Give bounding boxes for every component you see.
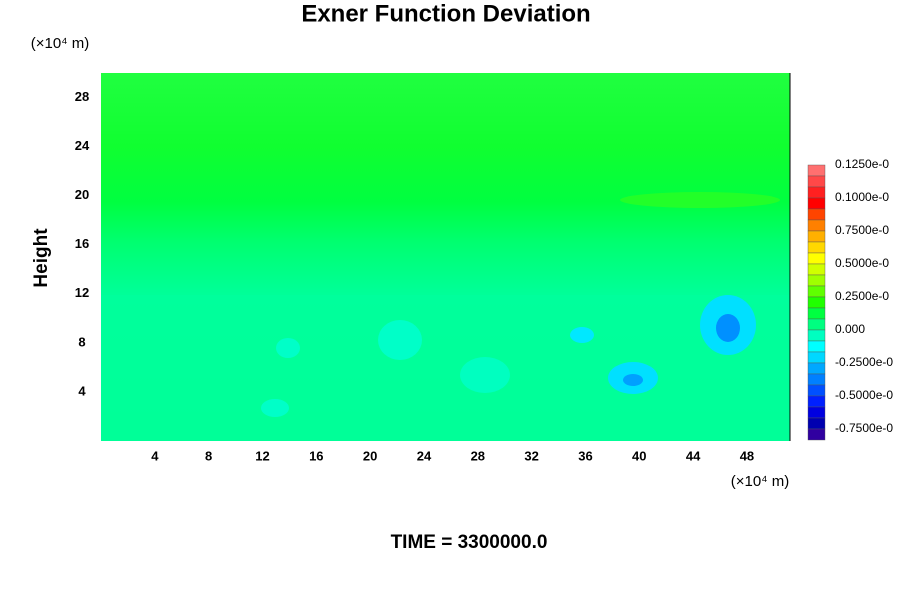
colorbar-swatch (807, 219, 826, 232)
colorbar-swatch (807, 362, 826, 375)
colorbar-swatch (807, 164, 826, 177)
y-tick-label: 20 (75, 187, 89, 202)
x-tick-label: 44 (686, 448, 701, 463)
y-axis-label: Height (31, 228, 52, 288)
y-tick-label: 12 (75, 285, 89, 300)
colorbar-swatch (807, 329, 826, 342)
colorbar-label: 0.5000e-0 (835, 256, 889, 270)
colorbar-label: -0.5000e-0 (835, 388, 893, 402)
y-tick-label: 24 (75, 138, 90, 153)
colorbar-swatch (807, 274, 826, 287)
y-tick-label: 16 (75, 236, 89, 251)
colorbar-swatch (807, 373, 826, 386)
x-tick-label: 32 (524, 448, 538, 463)
colorbar-swatch (807, 340, 826, 353)
colorbar-swatch (807, 241, 826, 254)
colorbar-swatch (807, 406, 826, 419)
colorbar-swatch (807, 428, 826, 441)
colorbar-swatch (807, 351, 826, 364)
colorbar-swatch (807, 230, 826, 243)
y-unit: (×10⁴ m) (31, 35, 90, 52)
colorbar-swatch (807, 384, 826, 397)
x-tick-label: 48 (740, 448, 754, 463)
x-tick-label: 36 (578, 448, 592, 463)
colorbar-swatch (807, 197, 826, 210)
y-tick-label: 4 (78, 383, 86, 398)
colorbar-swatch (807, 208, 826, 221)
x-unit: (×10⁴ m) (731, 473, 790, 490)
x-tick-label: 12 (255, 448, 269, 463)
colorbar-label: -0.2500e-0 (835, 355, 893, 369)
y-tick-label: 28 (75, 89, 89, 104)
y-tick-label: 8 (78, 334, 85, 349)
colorbar-swatch (807, 395, 826, 408)
x-tick-label: 24 (417, 448, 432, 463)
colorbar-swatch (807, 296, 826, 309)
colorbar-label: -0.7500e-0 (835, 421, 893, 435)
chart-title: Exner Function Deviation (301, 0, 590, 27)
colorbar-swatch (807, 318, 826, 331)
colorbar-swatch (807, 285, 826, 298)
field (101, 73, 791, 441)
x-tick-label: 4 (151, 448, 159, 463)
time-label: TIME = 3300000.0 (391, 532, 548, 553)
colorbar-label: 0.000 (835, 322, 865, 336)
colorbar-swatch (807, 307, 826, 320)
colorbar-label: 0.1000e-0 (835, 190, 889, 204)
colorbar-label: 0.7500e-0 (835, 223, 889, 237)
x-tick-label: 28 (471, 448, 485, 463)
x-tick-label: 8 (205, 448, 212, 463)
colorbar-label: 0.2500e-0 (835, 289, 889, 303)
colorbar-swatch (807, 186, 826, 199)
colorbar-swatch (807, 252, 826, 265)
x-tick-label: 40 (632, 448, 646, 463)
colorbar-swatch (807, 263, 826, 276)
colorbar-swatch (807, 175, 826, 188)
x-tick-label: 20 (363, 448, 377, 463)
colorbar-label: 0.1250e-0 (835, 157, 889, 171)
x-tick-label: 16 (309, 448, 323, 463)
colorbar-swatch (807, 417, 826, 430)
